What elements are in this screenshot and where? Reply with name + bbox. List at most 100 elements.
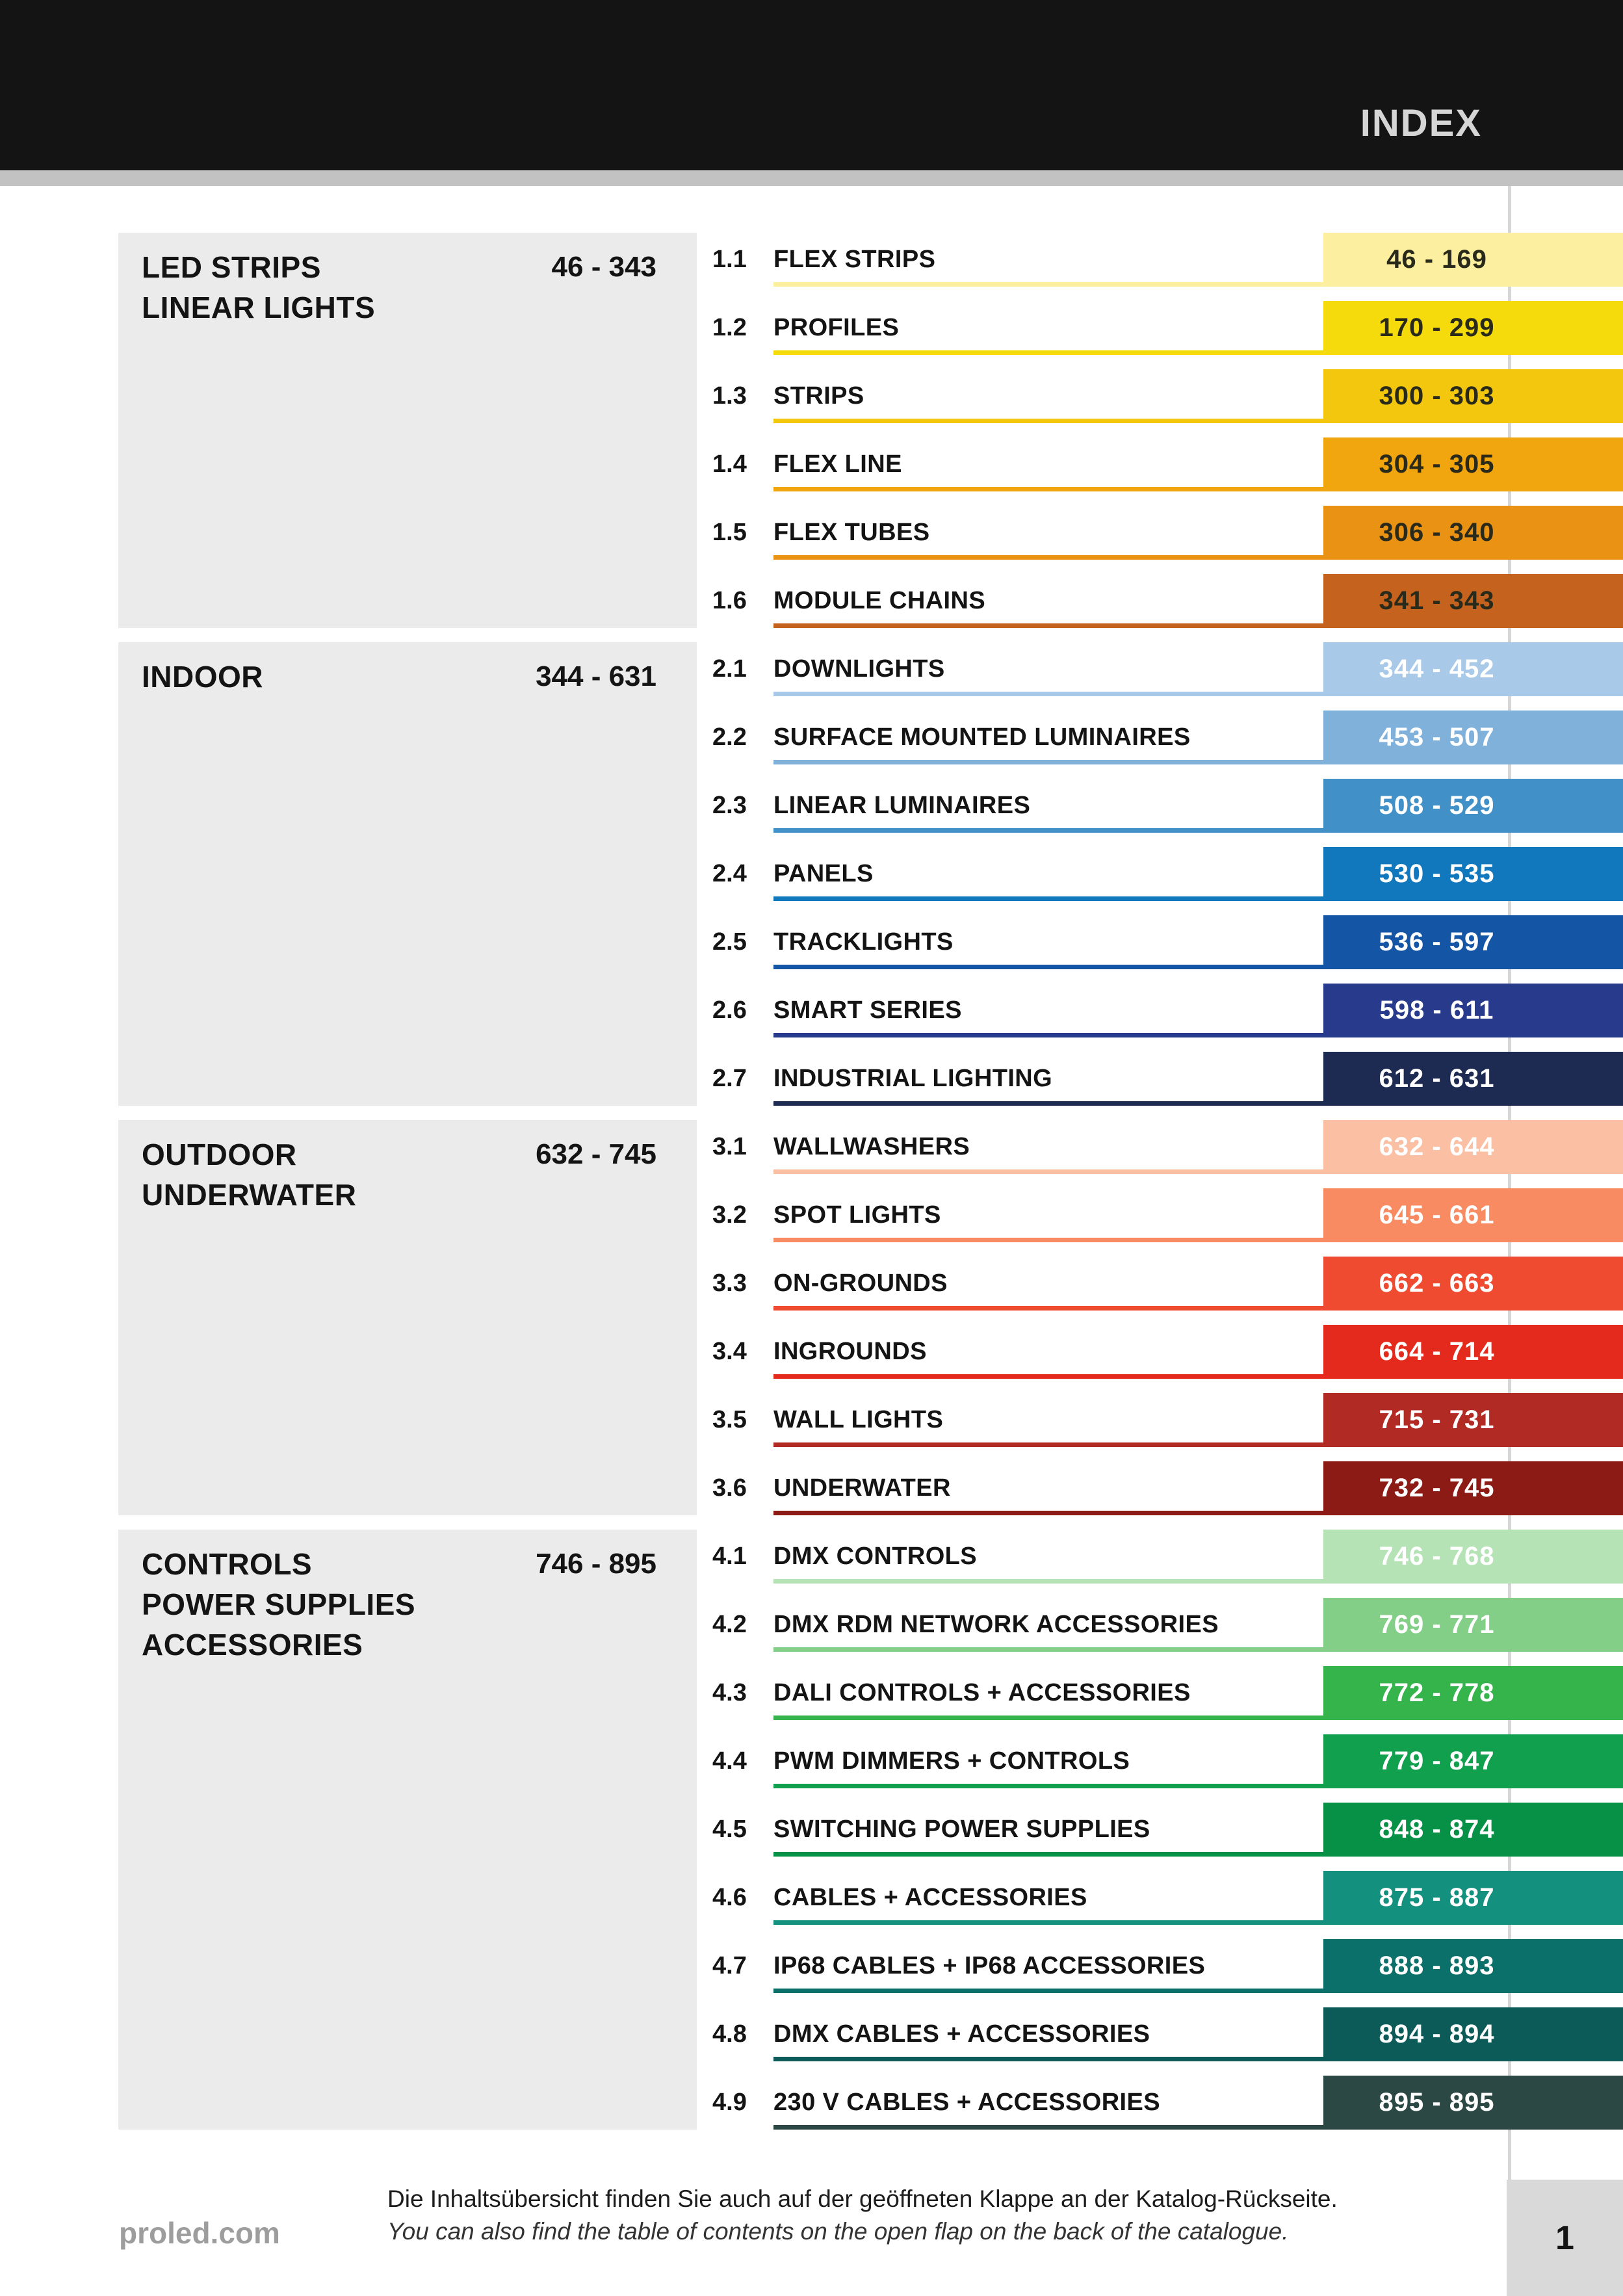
footer-note-german: Die Inhaltsübersicht finden Sie auch auf…	[387, 2185, 1338, 2212]
toc-row[interactable]: 4.7 IP68 CABLES + IP68 ACCESSORIES 888 -…	[0, 1939, 1623, 2007]
toc-row-number: 4.7	[712, 1952, 747, 1979]
toc-row-number: 1.2	[712, 314, 747, 341]
page-title: INDEX	[1360, 102, 1482, 144]
toc-row[interactable]: 2.1 DOWNLIGHTS 344 - 452	[0, 642, 1623, 711]
category-page-range: 746 - 895	[536, 1548, 656, 1580]
toc-row[interactable]: 4.9 230 V CABLES + ACCESSORIES 895 - 895	[0, 2076, 1623, 2144]
toc-row-label: SPOT LIGHTS	[773, 1201, 941, 1229]
toc-row-label: WALLWASHERS	[773, 1133, 970, 1160]
toc-row-number: 3.2	[712, 1201, 747, 1229]
toc-row-number: 4.2	[712, 1611, 747, 1638]
toc-row-number: 2.4	[712, 860, 747, 887]
toc-row-label: IP68 CABLES + IP68 ACCESSORIES	[773, 1952, 1206, 1979]
toc-row[interactable]: 3.5 WALL LIGHTS 715 - 731	[0, 1393, 1623, 1461]
toc-row-underline	[773, 2125, 1323, 2130]
toc-row-number: 3.4	[712, 1338, 747, 1365]
toc-row-underline	[773, 1033, 1323, 1037]
toc-row-underline	[773, 487, 1323, 491]
toc-row[interactable]: 4.5 SWITCHING POWER SUPPLIES 848 - 874	[0, 1803, 1623, 1871]
toc-row[interactable]: 1.2 PROFILES 170 - 299	[0, 301, 1623, 369]
toc-row[interactable]: 2.7 INDUSTRIAL LIGHTING 612 - 631	[0, 1052, 1623, 1120]
toc-row[interactable]: 2.5 TRACKLIGHTS 536 - 597	[0, 915, 1623, 984]
toc-row-label: FLEX STRIPS	[773, 246, 936, 273]
category-title: OUTDOOR UNDERWATER	[142, 1138, 357, 1212]
vertical-rule	[1508, 186, 1511, 2180]
toc-row-number: 1.3	[712, 382, 747, 410]
toc-row[interactable]: 4.6 CABLES + ACCESSORIES 875 - 887	[0, 1871, 1623, 1939]
toc-row[interactable]: 4.4 PWM DIMMERS + CONTROLS 779 - 847	[0, 1734, 1623, 1803]
toc-row-page-range: 715 - 731	[1323, 1393, 1623, 1447]
toc-row-page-range: 772 - 778	[1323, 1666, 1623, 1720]
toc-row-label: STRIPS	[773, 382, 864, 410]
toc-row[interactable]: 4.8 DMX CABLES + ACCESSORIES 894 - 894	[0, 2007, 1623, 2076]
toc-row-page-range: 46 - 169	[1323, 233, 1623, 287]
toc-row-number: 1.5	[712, 519, 747, 546]
toc-row[interactable]: 2.3 LINEAR LUMINAIRES 508 - 529	[0, 779, 1623, 847]
toc-row-page-range: 894 - 894	[1323, 2007, 1623, 2061]
toc-row[interactable]: 3.2 SPOT LIGHTS 645 - 661	[0, 1188, 1623, 1257]
toc-row-number: 4.5	[712, 1816, 747, 1843]
toc-row-underline	[773, 282, 1323, 287]
toc-row-underline	[773, 965, 1323, 969]
header-divider	[0, 170, 1623, 186]
toc-row-page-range: 170 - 299	[1323, 301, 1623, 355]
toc-row-underline	[773, 1511, 1323, 1515]
toc-row[interactable]: 3.1 WALLWASHERS 632 - 644	[0, 1120, 1623, 1188]
toc-row-page-range: 895 - 895	[1323, 2076, 1623, 2130]
toc-row[interactable]: 3.3 ON-GROUNDS 662 - 663	[0, 1257, 1623, 1325]
toc-row-label: SWITCHING POWER SUPPLIES	[773, 1816, 1150, 1843]
toc-row-label: SURFACE MOUNTED LUMINAIRES	[773, 724, 1191, 751]
toc-row-label: TRACKLIGHTS	[773, 928, 954, 956]
toc-row-number: 3.5	[712, 1406, 747, 1433]
header-bar: INDEX	[0, 0, 1623, 170]
category-block[interactable]: INDOOR 344 - 631	[118, 642, 697, 1106]
toc-row-page-range: 769 - 771	[1323, 1598, 1623, 1652]
category-block[interactable]: LED STRIPS LINEAR LIGHTS 46 - 343	[118, 233, 697, 628]
toc-row-page-range: 664 - 714	[1323, 1325, 1623, 1379]
toc-row-underline	[773, 1989, 1323, 1993]
toc-row-label: PANELS	[773, 860, 874, 887]
toc-row-underline	[773, 1374, 1323, 1379]
toc-row[interactable]: 2.4 PANELS 530 - 535	[0, 847, 1623, 915]
website-link[interactable]: proled.com	[119, 2216, 280, 2250]
toc-row-page-range: 848 - 874	[1323, 1803, 1623, 1857]
toc-row-number: 3.1	[712, 1133, 747, 1160]
toc-row-label: ON-GROUNDS	[773, 1270, 948, 1297]
toc-row-underline	[773, 1169, 1323, 1174]
toc-row-underline	[773, 896, 1323, 901]
toc-row-number: 2.5	[712, 928, 747, 956]
category-title: CONTROLS POWER SUPPLIES ACCESSORIES	[142, 1547, 416, 1662]
toc-row-underline	[773, 1920, 1323, 1925]
toc-row[interactable]: 1.6 MODULE CHAINS 341 - 343	[0, 574, 1623, 642]
toc-row[interactable]: 2.2 SURFACE MOUNTED LUMINAIRES 453 - 507	[0, 711, 1623, 779]
toc-row-label: PROFILES	[773, 314, 900, 341]
toc-row[interactable]: 1.1 FLEX STRIPS 46 - 169	[0, 233, 1623, 301]
toc-row-page-range: 453 - 507	[1323, 711, 1623, 764]
toc-row[interactable]: 1.3 STRIPS 300 - 303	[0, 369, 1623, 437]
toc-row[interactable]: 1.4 FLEX LINE 304 - 305	[0, 437, 1623, 506]
toc-row-label: INGROUNDS	[773, 1338, 927, 1365]
toc-row-page-range: 598 - 611	[1323, 984, 1623, 1037]
toc-row-page-range: 612 - 631	[1323, 1052, 1623, 1106]
toc-row-label: DOWNLIGHTS	[773, 655, 945, 683]
toc-row-number: 2.6	[712, 997, 747, 1024]
toc-row-page-range: 632 - 644	[1323, 1120, 1623, 1174]
toc-row-underline	[773, 1579, 1323, 1584]
category-block[interactable]: CONTROLS POWER SUPPLIES ACCESSORIES 746 - …	[118, 1530, 697, 2130]
toc-row-underline	[773, 1784, 1323, 1788]
category-page-range: 344 - 631	[536, 660, 656, 692]
toc-row-number: 3.3	[712, 1270, 747, 1297]
category-block[interactable]: OUTDOOR UNDERWATER 632 - 745	[118, 1120, 697, 1515]
toc-row[interactable]: 2.6 SMART SERIES 598 - 611	[0, 984, 1623, 1052]
toc-row[interactable]: 1.5 FLEX TUBES 306 - 340	[0, 506, 1623, 574]
toc-row-page-range: 304 - 305	[1323, 437, 1623, 491]
toc-row-underline	[773, 350, 1323, 355]
toc-row[interactable]: 4.2 DMX RDM NETWORK ACCESSORIES 769 - 77…	[0, 1598, 1623, 1666]
toc-row[interactable]: 4.3 DALI CONTROLS + ACCESSORIES 772 - 77…	[0, 1666, 1623, 1734]
toc-row[interactable]: 3.4 INGROUNDS 664 - 714	[0, 1325, 1623, 1393]
toc-row[interactable]: 3.6 UNDERWATER 732 - 745	[0, 1461, 1623, 1530]
toc-row-page-range: 306 - 340	[1323, 506, 1623, 560]
toc-row-label: FLEX TUBES	[773, 519, 930, 546]
category-title: LED STRIPS LINEAR LIGHTS	[142, 250, 376, 324]
toc-row[interactable]: 4.1 DMX CONTROLS 746 - 768	[0, 1530, 1623, 1598]
